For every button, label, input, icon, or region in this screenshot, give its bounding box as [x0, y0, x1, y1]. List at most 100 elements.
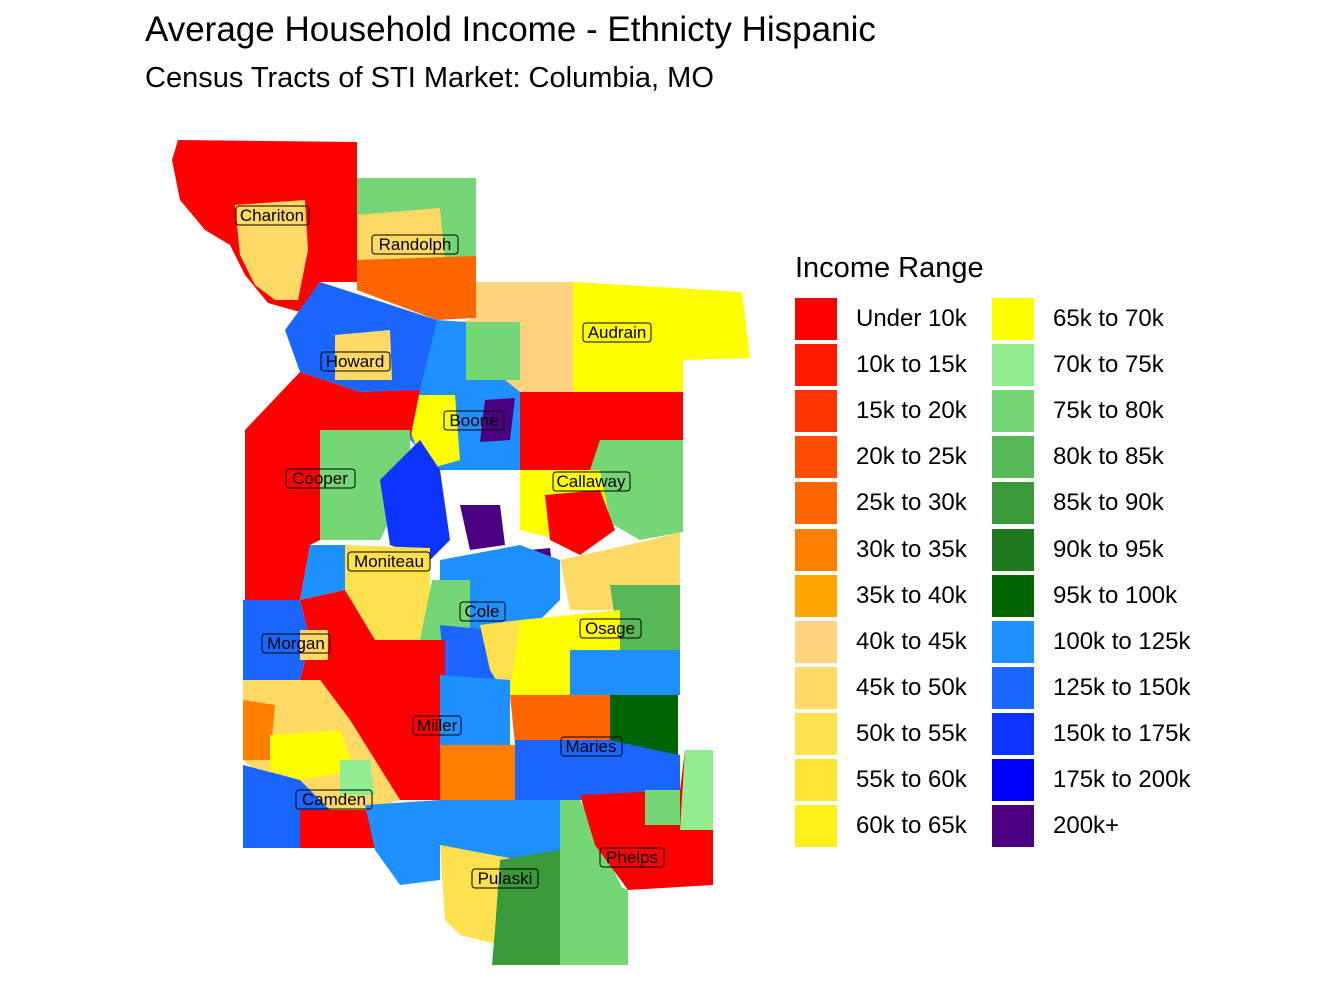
- legend-label: 70k to 75k: [1053, 351, 1164, 379]
- legend-column-right: 65k to 70k 70k to 75k 75k to 80k 80k to 85k…: [992, 296, 1191, 849]
- tract-camden-blue2: [365, 800, 440, 885]
- svg-text:Audrain: Audrain: [588, 323, 647, 342]
- legend-label: 60k to 65k: [856, 812, 967, 840]
- legend-label: 75k to 80k: [1053, 397, 1164, 425]
- legend-item: 40k to 45k: [795, 619, 992, 665]
- legend-item: 90k to 95k: [992, 526, 1189, 572]
- legend-swatch: [992, 298, 1034, 341]
- svg-text:Callaway: Callaway: [557, 472, 626, 491]
- legend-swatch: [992, 436, 1034, 479]
- svg-text:Camden: Camden: [302, 790, 366, 809]
- legend-swatch: [992, 712, 1034, 755]
- legend-label: 15k to 20k: [856, 397, 967, 425]
- legend-item: 65k to 70k: [992, 296, 1189, 342]
- tract-boone-center: [480, 398, 515, 442]
- tract-camden-orange: [243, 700, 275, 760]
- svg-text:Miller: Miller: [417, 716, 458, 735]
- svg-text:Howard: Howard: [326, 352, 385, 371]
- tract-cooper: [245, 372, 420, 600]
- legend-item: 10k to 15k: [795, 342, 992, 388]
- tract-osage-blue: [570, 650, 680, 695]
- legend-item: 25k to 30k: [795, 480, 992, 526]
- legend-swatch: [795, 758, 837, 801]
- legend-label: 65k to 70k: [1053, 305, 1164, 333]
- legend-item: Under 10k: [795, 296, 992, 342]
- legend-swatch: [992, 620, 1034, 663]
- tract-phelps-green2: [645, 790, 680, 825]
- legend-swatch: [992, 390, 1034, 433]
- legend-item: 60k to 65k: [795, 803, 992, 849]
- tract-pulaski-blue: [440, 800, 560, 860]
- legend-item: 70k to 75k: [992, 342, 1189, 388]
- legend-item: 45k to 50k: [795, 665, 992, 711]
- tract-callaway-red: [520, 392, 683, 470]
- county-label-howard: Howard: [320, 351, 391, 372]
- legend-item: 35k to 40k: [795, 573, 992, 619]
- county-label-callaway: Callaway: [552, 471, 631, 492]
- tract-phelps-lower: [560, 860, 628, 965]
- legend-swatch: [992, 528, 1034, 571]
- legend-item: 175k to 200k: [992, 757, 1190, 803]
- county-label-morgan: Morgan: [261, 633, 331, 654]
- svg-text:Cooper: Cooper: [292, 469, 348, 488]
- legend-swatch: [795, 344, 837, 387]
- legend-swatch: [992, 758, 1034, 801]
- tract-randolph-south: [357, 256, 476, 320]
- county-label-cole: Cole: [459, 601, 506, 622]
- legend-item: 85k to 90k: [992, 480, 1189, 526]
- legend-swatch: [795, 712, 837, 755]
- legend-label: 25k to 30k: [856, 489, 967, 517]
- legend-item: 50k to 55k: [795, 711, 992, 757]
- legend-label: 35k to 40k: [856, 581, 967, 609]
- tract-morgan-red: [300, 590, 445, 700]
- tract-morgan-blue: [243, 600, 310, 680]
- svg-text:Pulaski: Pulaski: [478, 869, 533, 888]
- legend-item: 30k to 35k: [795, 526, 992, 572]
- legend-label: 200k+: [1053, 812, 1120, 840]
- tract-callaway-green: [590, 440, 683, 540]
- county-label-pulaski: Pulaski: [471, 868, 539, 889]
- tract-miller-red: [320, 680, 445, 800]
- legend-label: 95k to 100k: [1053, 581, 1178, 609]
- legend-swatch: [795, 482, 837, 525]
- tract-camden-red: [300, 810, 375, 848]
- tract-howard-inner: [335, 330, 392, 380]
- county-label-osage: Osage: [579, 618, 642, 639]
- legend-item: 200k+: [992, 803, 1189, 849]
- tract-phelps-green: [680, 750, 713, 830]
- tract-cole-purple: [460, 505, 505, 550]
- legend-title: Income Range: [795, 252, 984, 284]
- svg-text:Randolph: Randolph: [379, 235, 452, 254]
- legend-label: 50k to 55k: [856, 719, 967, 747]
- tract-maries-orange: [510, 695, 620, 745]
- legend-label: 150k to 175k: [1053, 719, 1191, 747]
- tract-audrain-green: [466, 322, 520, 380]
- legend-label: 20k to 25k: [856, 443, 967, 471]
- svg-text:Osage: Osage: [585, 619, 635, 638]
- legend-item: 15k to 20k: [795, 388, 992, 434]
- legend-label: 30k to 35k: [856, 535, 967, 563]
- legend-swatch: [992, 574, 1034, 617]
- legend-item: 20k to 25k: [795, 434, 992, 480]
- legend-swatch: [795, 390, 837, 433]
- legend-item: 125k to 150k: [992, 665, 1191, 711]
- legend-label: 40k to 45k: [856, 627, 967, 655]
- county-label-randolph: Randolph: [371, 234, 459, 255]
- county-label-boone: Boone: [443, 410, 505, 431]
- tract-maries-green: [610, 695, 678, 755]
- legend-swatch: [795, 805, 837, 848]
- svg-text:Phelps: Phelps: [606, 848, 658, 867]
- county-label-camden: Camden: [295, 789, 373, 810]
- tract-moniteau-blue2: [300, 545, 345, 600]
- legend-label: 100k to 125k: [1053, 627, 1191, 655]
- tract-camden-yellow: [270, 730, 355, 780]
- tract-pulaski-green: [492, 850, 560, 965]
- tract-callaway-redsouth: [545, 490, 615, 555]
- legend-item: 80k to 85k: [992, 434, 1189, 480]
- legend-swatch: [992, 666, 1034, 709]
- county-label-phelps: Phelps: [599, 847, 665, 868]
- legend-label: 125k to 150k: [1053, 673, 1191, 701]
- legend-item: 75k to 80k: [992, 388, 1189, 434]
- tract-moniteau-blue: [380, 440, 450, 560]
- legend-swatch: [992, 805, 1034, 848]
